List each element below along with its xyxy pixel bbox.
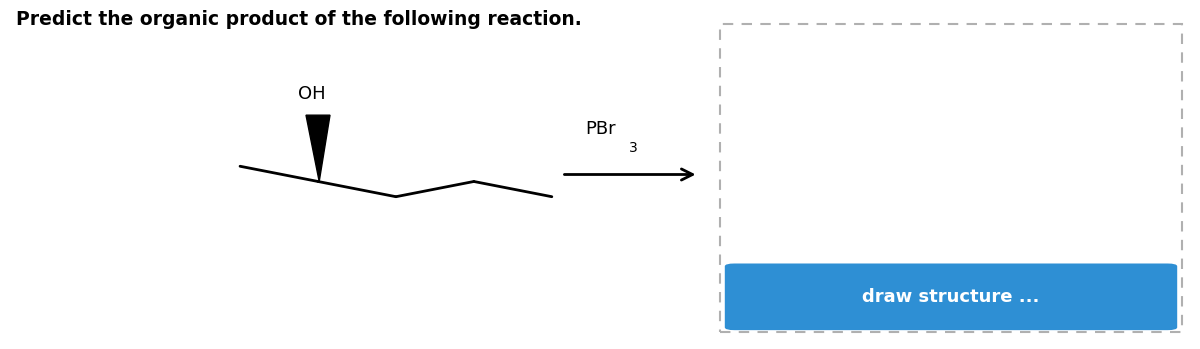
Text: 3: 3 (629, 141, 637, 155)
Text: OH: OH (298, 85, 326, 103)
FancyBboxPatch shape (720, 24, 1182, 332)
FancyBboxPatch shape (725, 263, 1177, 330)
Text: PBr: PBr (586, 120, 617, 138)
Text: Predict the organic product of the following reaction.: Predict the organic product of the follo… (16, 10, 581, 29)
Polygon shape (306, 115, 330, 181)
Text: draw structure ...: draw structure ... (863, 288, 1039, 306)
